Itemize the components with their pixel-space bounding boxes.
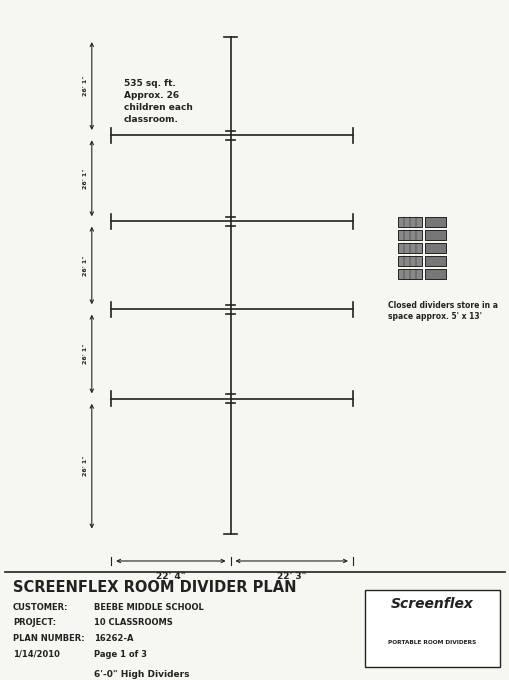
Text: 26' 1": 26' 1" [83, 456, 88, 477]
Text: 16262-A: 16262-A [94, 634, 133, 643]
Bar [424, 256, 445, 267]
Bar [424, 230, 445, 240]
Text: 10 CLASSROOMS: 10 CLASSROOMS [94, 618, 173, 627]
Bar [397, 217, 421, 227]
Text: Screenflex: Screenflex [390, 597, 473, 611]
Bar [364, 590, 499, 666]
Text: 22' 3": 22' 3" [276, 573, 306, 581]
Text: PORTABLE ROOM DIVIDERS: PORTABLE ROOM DIVIDERS [387, 640, 476, 645]
Text: Closed dividers store in a
space approx. 5' x 13': Closed dividers store in a space approx.… [387, 301, 497, 321]
Bar [397, 243, 421, 253]
Text: BEEBE MIDDLE SCHOOL: BEEBE MIDDLE SCHOOL [94, 602, 204, 611]
Text: 6'-0" High Dividers: 6'-0" High Dividers [94, 670, 189, 679]
Bar [397, 256, 421, 267]
Text: Page 1 of 3: Page 1 of 3 [94, 649, 147, 659]
Text: 26' 1": 26' 1" [83, 343, 88, 364]
Bar [424, 269, 445, 279]
Text: PROJECT:: PROJECT: [13, 618, 56, 627]
Bar [397, 230, 421, 240]
Text: 26' 1": 26' 1" [83, 255, 88, 276]
Bar [424, 243, 445, 253]
Text: 535 sq. ft.
Approx. 26
children each
classroom.: 535 sq. ft. Approx. 26 children each cla… [124, 80, 192, 124]
Text: 26' 1": 26' 1" [83, 75, 88, 97]
Text: SCREENFLEX ROOM DIVIDER PLAN: SCREENFLEX ROOM DIVIDER PLAN [13, 580, 296, 595]
Text: 26' 1": 26' 1" [83, 168, 88, 188]
Text: 1/14/2010: 1/14/2010 [13, 649, 60, 659]
Text: CUSTOMER:: CUSTOMER: [13, 602, 68, 611]
Text: 22' 4": 22' 4" [156, 573, 185, 581]
Bar [397, 269, 421, 279]
Bar [424, 217, 445, 227]
Text: PLAN NUMBER:: PLAN NUMBER: [13, 634, 84, 643]
